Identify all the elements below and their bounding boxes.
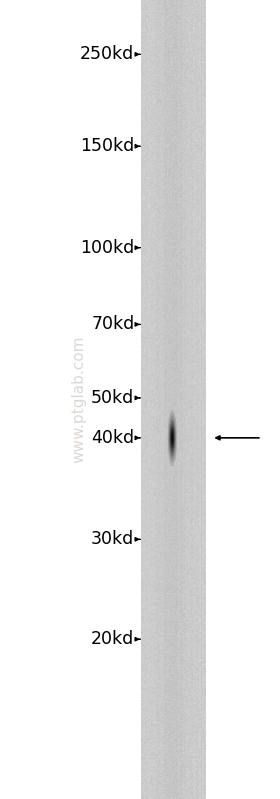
Text: 30kd: 30kd — [91, 531, 134, 548]
Text: 100kd: 100kd — [80, 239, 134, 256]
Text: 70kd: 70kd — [91, 316, 134, 333]
Text: 150kd: 150kd — [80, 137, 134, 155]
Text: www.ptglab.com: www.ptglab.com — [71, 336, 86, 463]
Text: 250kd: 250kd — [80, 46, 134, 63]
Text: 20kd: 20kd — [91, 630, 134, 648]
Text: 50kd: 50kd — [91, 389, 134, 407]
Text: 40kd: 40kd — [91, 429, 134, 447]
